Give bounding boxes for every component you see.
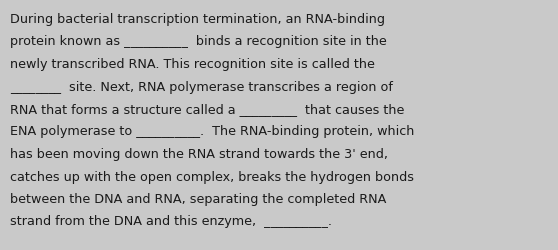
Text: has been moving down the RNA strand towards the 3' end,: has been moving down the RNA strand towa…	[10, 148, 388, 160]
Text: RNA that forms a structure called a _________  that causes the: RNA that forms a structure called a ____…	[10, 102, 405, 116]
Text: catches up with the open complex, breaks the hydrogen bonds: catches up with the open complex, breaks…	[10, 170, 414, 183]
Text: ENA polymerase to __________.  The RNA-binding protein, which: ENA polymerase to __________. The RNA-bi…	[10, 125, 415, 138]
Text: protein known as __________  binds a recognition site in the: protein known as __________ binds a reco…	[10, 35, 387, 48]
Text: newly transcribed RNA. This recognition site is called the: newly transcribed RNA. This recognition …	[10, 58, 375, 71]
Text: between the DNA and RNA, separating the completed RNA: between the DNA and RNA, separating the …	[10, 192, 386, 205]
Text: During bacterial transcription termination, an RNA-binding: During bacterial transcription terminati…	[10, 13, 385, 26]
Text: ________  site. Next, RNA polymerase transcribes a region of: ________ site. Next, RNA polymerase tran…	[10, 80, 393, 93]
Text: strand from the DNA and this enzyme,  __________.: strand from the DNA and this enzyme, ___…	[10, 215, 340, 228]
